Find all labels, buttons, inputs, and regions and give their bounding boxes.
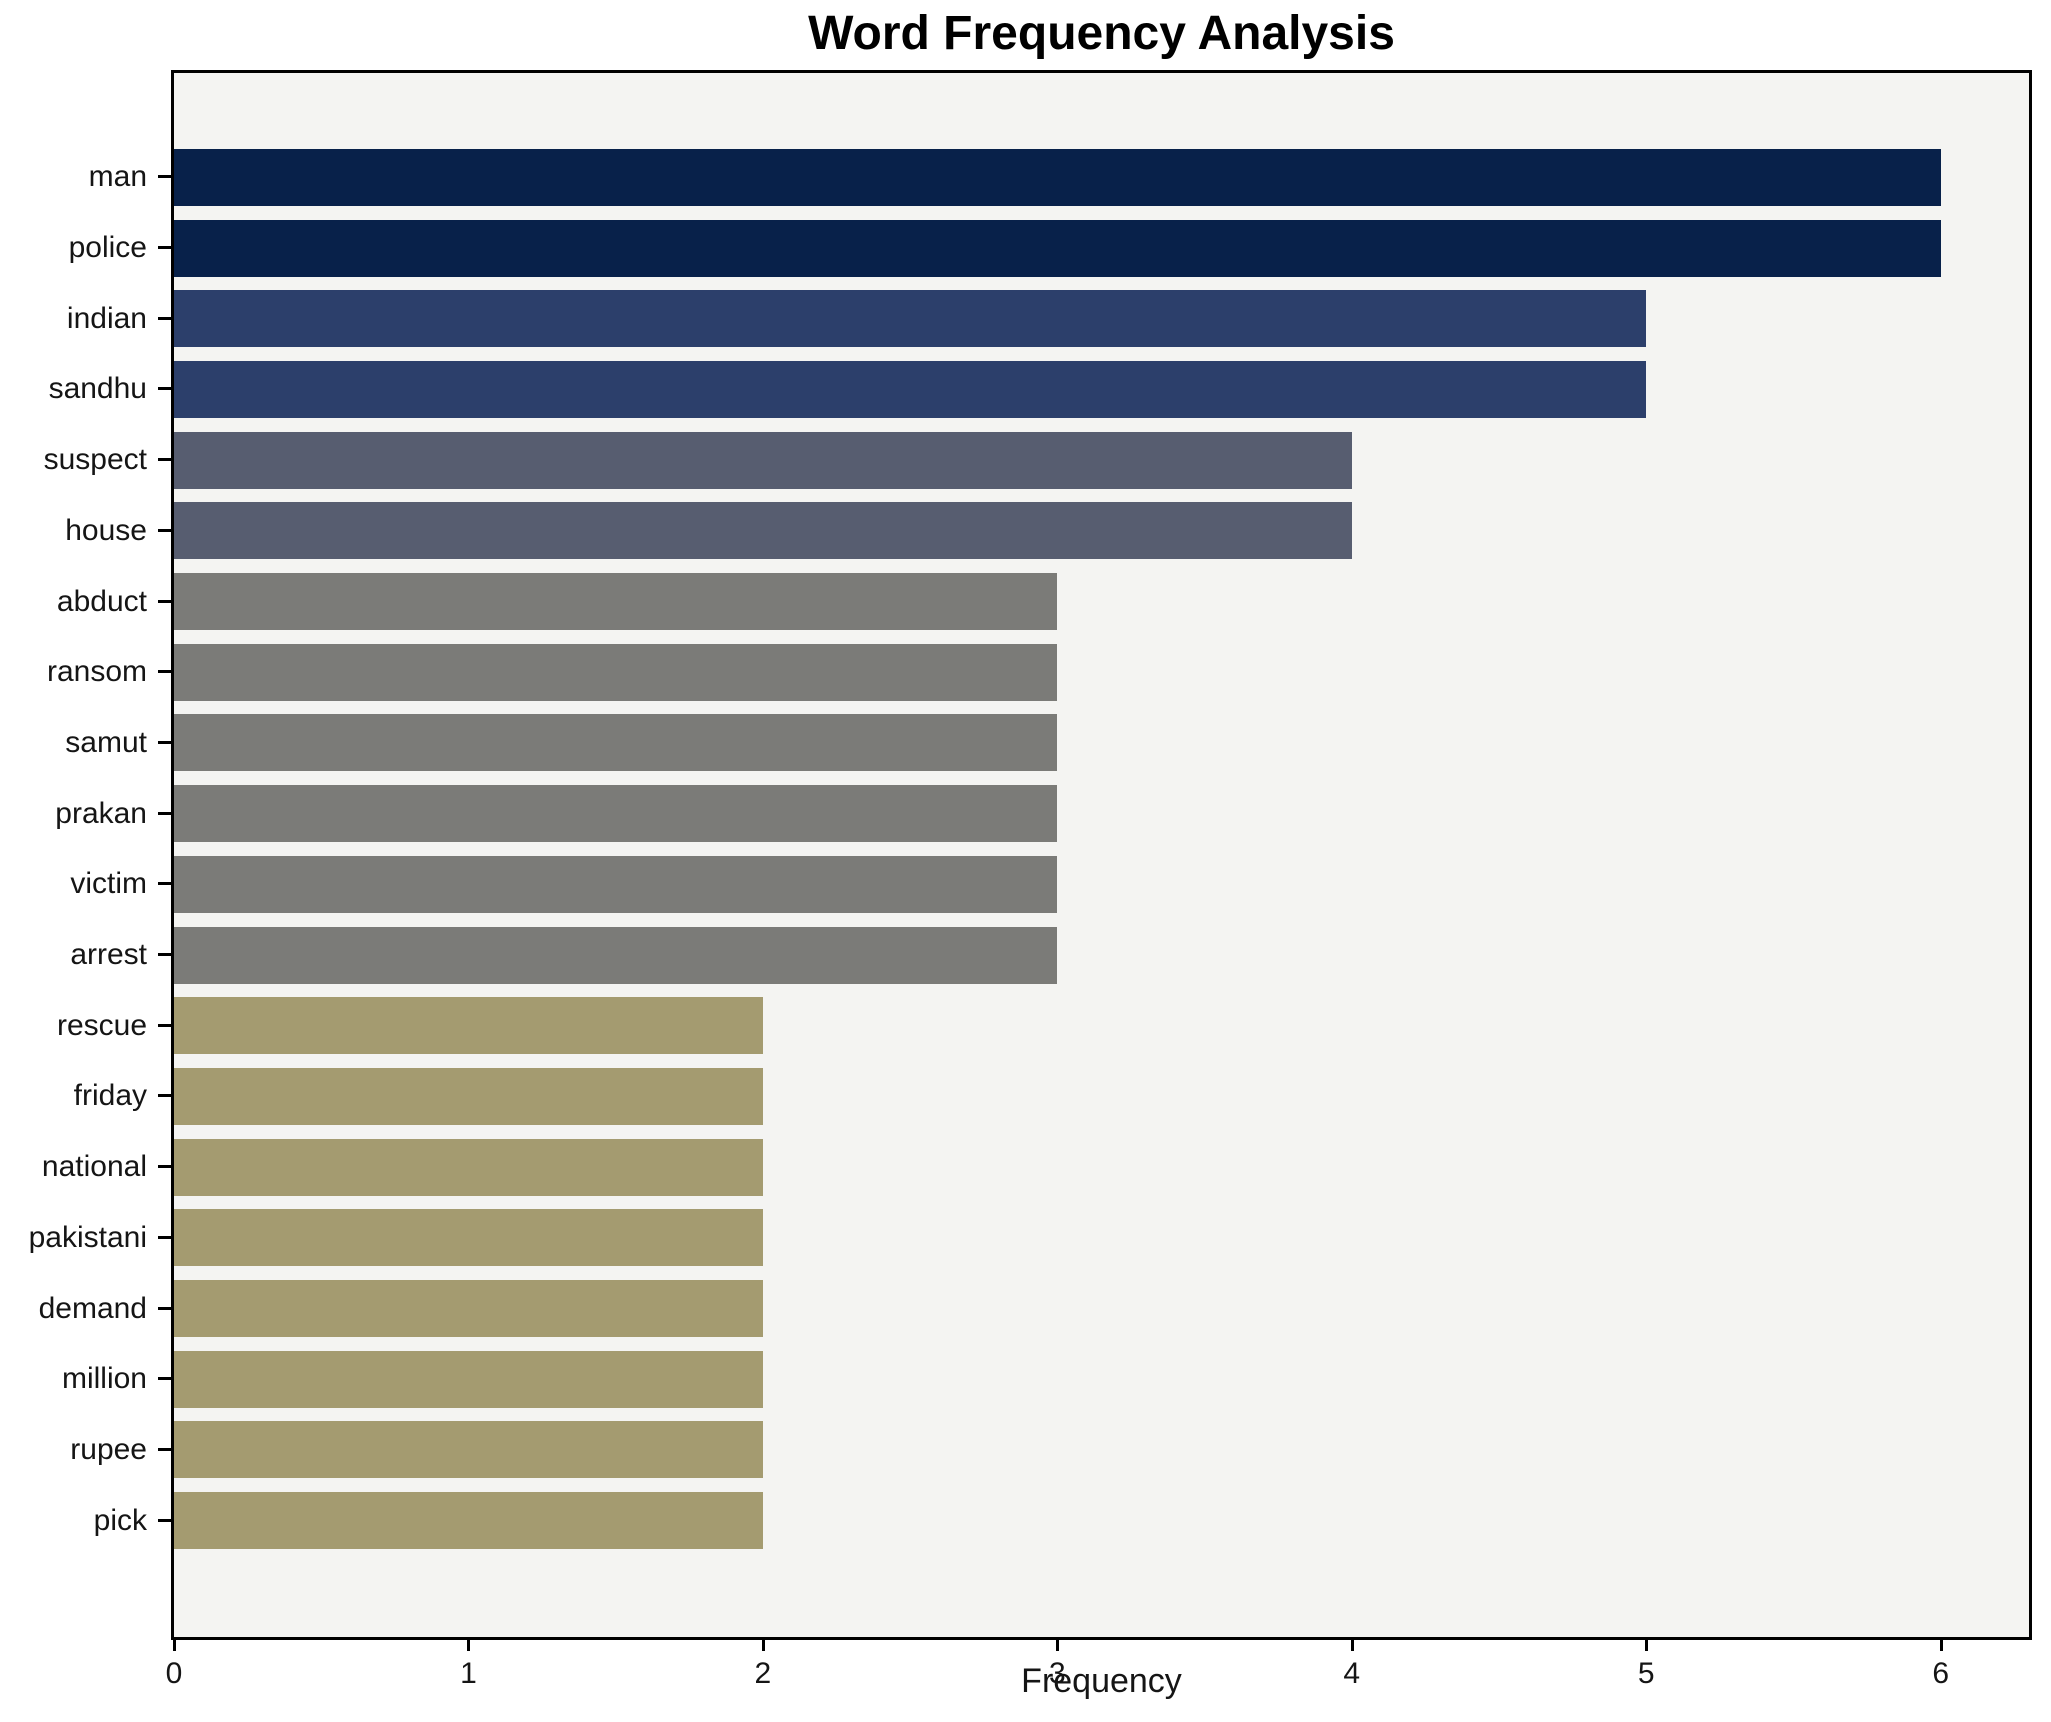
bar-national — [174, 1138, 763, 1196]
bar-row: suspect — [44, 431, 2029, 489]
plot-area: man police indian sandhu suspect house abduct r… — [29, 70, 2032, 1690]
y-tick-mark — [158, 387, 171, 391]
bar-row: samut — [65, 714, 2029, 772]
y-tick-label: police — [68, 231, 147, 265]
bar-row: rescue — [57, 997, 2029, 1055]
y-tick-label: house — [65, 513, 147, 547]
y-tick-mark — [158, 670, 171, 674]
y-tick-label: ransom — [46, 655, 147, 689]
bar-row: victim — [70, 855, 2029, 913]
bar-man — [174, 148, 1941, 206]
bar-samut — [174, 714, 1058, 772]
x-tick-mark — [1350, 1637, 1354, 1651]
x-tick-mark — [1939, 1637, 1943, 1651]
bar-row: man — [89, 148, 2029, 206]
bar-demand — [174, 1280, 763, 1338]
bar-victim — [174, 855, 1058, 913]
bar-row: rupee — [70, 1421, 2029, 1479]
bar-row: national — [42, 1138, 2029, 1196]
y-tick-label: rescue — [56, 1008, 147, 1042]
y-tick-mark — [158, 740, 171, 744]
x-tick-label: 0 — [165, 1657, 183, 1690]
bar-friday — [174, 1067, 763, 1125]
y-tick-label: abduct — [56, 584, 147, 618]
y-tick-label: demand — [38, 1291, 147, 1325]
bar-house — [174, 502, 1352, 560]
bar-row: pakistani — [29, 1209, 2029, 1267]
x-tick-label: 4 — [1343, 1657, 1361, 1690]
bar-row: abduct — [57, 573, 2029, 631]
y-tick-label: prakan — [55, 796, 147, 830]
bar-sandhu — [174, 360, 1647, 418]
y-tick-label: samut — [65, 725, 147, 759]
y-tick-label: pick — [93, 1503, 147, 1537]
bar-police — [174, 219, 1941, 277]
y-tick-label: indian — [66, 301, 147, 335]
y-tick-label: sandhu — [48, 372, 147, 406]
bar-arrest — [174, 926, 1058, 984]
y-tick-mark — [158, 1023, 171, 1027]
y-tick-mark — [158, 1306, 171, 1310]
y-tick-label: victim — [70, 867, 147, 901]
y-tick-mark — [158, 953, 171, 957]
bar-pick — [174, 1492, 763, 1550]
x-tick-mark — [1645, 1637, 1649, 1651]
y-tick-label: man — [88, 160, 147, 194]
y-tick-label: million — [61, 1362, 147, 1396]
x-tick-mark — [761, 1637, 765, 1651]
x-tick-label: 1 — [460, 1657, 477, 1690]
y-tick-mark — [158, 1235, 171, 1239]
y-tick-label: national — [41, 1150, 147, 1184]
y-tick-mark — [158, 1447, 171, 1451]
x-tick-mark — [1056, 1637, 1060, 1651]
x-tick-label: 2 — [754, 1657, 772, 1690]
bar-prakan — [174, 785, 1058, 843]
bar-row: prakan — [55, 785, 2029, 843]
y-tick-mark — [158, 246, 171, 250]
bar-row: sandhu — [49, 360, 2029, 418]
bar-row: pick — [94, 1492, 2029, 1550]
y-tick-label: rupee — [70, 1432, 147, 1466]
y-tick-mark — [158, 175, 171, 179]
y-tick-label: friday — [73, 1079, 147, 1113]
bar-row: arrest — [70, 926, 2029, 984]
chart-title: Word Frequency Analysis — [808, 7, 1395, 60]
bar-rescue — [174, 997, 763, 1055]
y-tick-mark — [158, 1518, 171, 1522]
bar-abduct — [174, 573, 1058, 631]
y-tick-mark — [158, 528, 171, 532]
y-tick-mark — [158, 882, 171, 886]
y-tick-mark — [158, 316, 171, 320]
bar-row: demand — [39, 1280, 2029, 1338]
x-tick-label: 6 — [1932, 1657, 1949, 1690]
y-tick-mark — [158, 811, 171, 815]
bar-pakistani — [174, 1209, 763, 1267]
bar-row: police — [69, 219, 2029, 277]
bar-suspect — [174, 431, 1352, 489]
bar-million — [174, 1350, 763, 1408]
x-tick-label: 5 — [1637, 1657, 1655, 1690]
bar-row: friday — [74, 1067, 2029, 1125]
x-axis-label: Frequency — [1021, 1662, 1182, 1700]
y-tick-mark — [158, 599, 171, 603]
y-tick-label: pakistani — [28, 1220, 147, 1254]
bar-row: house — [65, 502, 2029, 560]
y-tick-mark — [158, 1165, 171, 1169]
x-tick-mark — [467, 1637, 471, 1651]
y-tick-mark — [158, 458, 171, 462]
bar-row: ransom — [47, 643, 2029, 701]
bar-indian — [174, 290, 1647, 348]
x-tick-mark — [173, 1637, 176, 1651]
y-tick-label: suspect — [43, 443, 147, 477]
y-tick-label: arrest — [70, 938, 147, 972]
bar-rupee — [174, 1421, 763, 1479]
y-tick-mark — [158, 1094, 171, 1098]
bar-row: indian — [67, 290, 2029, 348]
bar-ransom — [174, 643, 1058, 701]
y-tick-mark — [158, 1377, 171, 1381]
x-tick-label: 3 — [1048, 1657, 1066, 1690]
bar-row: million — [62, 1350, 2029, 1408]
